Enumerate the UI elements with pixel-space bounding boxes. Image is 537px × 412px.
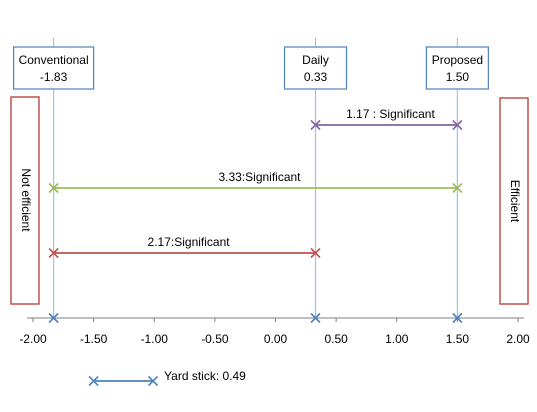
x-tick-label-0: -2.00: [19, 332, 47, 346]
method-box-0: Conventional -1.83: [13, 46, 95, 90]
x-tick-label-4: 0.00: [264, 332, 288, 346]
yardstick-start-marker: [88, 375, 99, 387]
x-tick-label-2: -1.00: [141, 332, 169, 346]
comparison-end-marker-0: [452, 119, 463, 131]
comparison-end-marker-1: [452, 182, 463, 194]
x-tick-label-3: -0.50: [201, 332, 229, 346]
comparison-label-1: 3.33:Significant: [218, 170, 301, 184]
x-tick-label-8: 2.00: [506, 332, 530, 346]
yardstick-label: Yard stick: 0.49: [164, 369, 246, 383]
method-labels: Conventional -1.83 Daily 0.33 Proposed 1.50: [13, 46, 489, 90]
axis-marker-2: [452, 312, 463, 324]
yardstick: Yard stick: 0.49: [88, 369, 246, 387]
method-box-1: Daily 0.33: [283, 46, 348, 90]
not-efficient-box: Not efficient: [10, 96, 40, 305]
yardstick-end-marker: [147, 375, 159, 387]
x-axis: -2.00 -1.50 -1.00 -0.50 0.00 0.50 1.00 1.50 2.00: [19, 312, 530, 346]
comparison-label-2: 2.17:Significant: [148, 235, 231, 249]
efficient-box: Efficient: [499, 97, 529, 305]
x-tick-label-1: -1.50: [80, 332, 108, 346]
comparison-start-marker-2: [48, 247, 59, 259]
efficient-label: Efficient: [508, 180, 522, 223]
not-efficient-label: Not efficient: [19, 168, 33, 232]
comparison-start-marker-1: [48, 182, 59, 194]
side-labels: Not efficient Efficient: [10, 96, 529, 305]
method-value-0: -1.83: [40, 70, 68, 84]
method-name-1: Daily: [302, 53, 329, 67]
method-name-2: Proposed: [432, 53, 483, 67]
axis-marker-0: [48, 312, 59, 324]
comparison-label-0: 1.17 : Significant: [346, 107, 435, 121]
method-name-0: Conventional: [19, 53, 89, 67]
x-tick-label-6: 1.00: [385, 332, 409, 346]
axis-marker-1: [310, 312, 321, 324]
method-value-1: 0.33: [304, 70, 328, 84]
comparison-start-marker-0: [310, 119, 321, 131]
comparison-bars: 1.17 : Significant 3.33:Significant 2.17:S…: [48, 107, 463, 259]
method-box-2: Proposed 1.50: [425, 46, 489, 90]
method-value-2: 1.50: [446, 70, 470, 84]
x-tick-label-7: 1.50: [446, 332, 470, 346]
comparison-end-marker-2: [310, 247, 321, 259]
x-tick-label-5: 0.50: [324, 332, 348, 346]
